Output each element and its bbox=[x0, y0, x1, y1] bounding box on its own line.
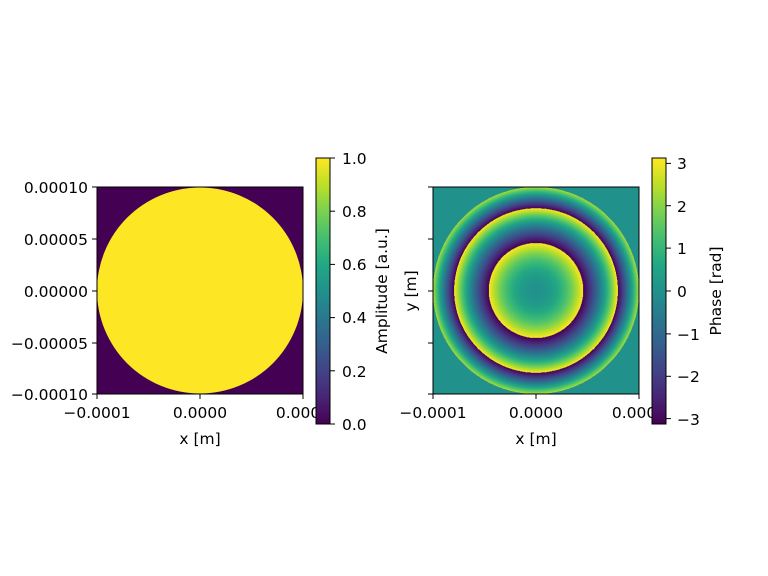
amp-cbar-tick-label: 0.2 bbox=[342, 363, 367, 381]
phase-field-image bbox=[433, 187, 639, 394]
phase-x-tick-labels: −0.0001 0.0000 0.0001 bbox=[399, 404, 666, 422]
phase-x-axis-label: x [m] bbox=[515, 430, 556, 448]
phase-xtick-label: −0.0001 bbox=[399, 404, 466, 422]
amplitude-y-ticks bbox=[92, 186, 97, 395]
amp-xtick-label: 0.0000 bbox=[173, 404, 227, 422]
amplitude-panel: 0.00010 0.00005 0.00000 −0.00005 −0.0001… bbox=[11, 150, 391, 448]
phase-heatmap bbox=[433, 187, 639, 394]
phase-y-axis-label: y [m] bbox=[402, 270, 420, 311]
phase-cbar-tick-label: −1 bbox=[677, 326, 700, 344]
amplitude-heatmap bbox=[97, 187, 303, 394]
phase-colorbar-gradient bbox=[651, 157, 667, 425]
amp-xtick-label: −0.0001 bbox=[63, 404, 130, 422]
amplitude-colorbar-label: Amplitude [a.u.] bbox=[373, 228, 391, 354]
amplitude-x-tick-labels: −0.0001 0.0000 0.0001 bbox=[63, 404, 330, 422]
amplitude-x-ticks bbox=[96, 394, 304, 399]
phase-colorbar: 3 2 1 0 −1 −2 −3 Phase [rad] bbox=[651, 155, 725, 429]
amplitude-y-tick-labels: 0.00010 0.00005 0.00000 −0.00005 −0.0001… bbox=[11, 179, 88, 404]
amplitude-colorbar: 1.0 0.8 0.6 0.4 0.2 0.0 Amplitude [a.u.] bbox=[315, 150, 391, 434]
amplitude-colorbar-gradient bbox=[315, 157, 331, 425]
amplitude-x-axis-label: x [m] bbox=[179, 430, 220, 448]
amplitude-aperture-disk bbox=[97, 187, 303, 394]
amp-cbar-tick-label: 1.0 bbox=[342, 150, 367, 168]
amp-cbar-tick-label: 0.4 bbox=[342, 309, 367, 327]
phase-cbar-tick-label: 0 bbox=[677, 283, 687, 301]
phase-x-ticks bbox=[432, 394, 640, 399]
phase-cbar-tick-label: −2 bbox=[677, 368, 700, 386]
amp-ytick-label: −0.00010 bbox=[11, 386, 88, 404]
phase-panel: y [m] −0.0001 0.0000 0.0001 x [m] 3 bbox=[399, 155, 725, 448]
phase-y-ticks bbox=[428, 186, 433, 395]
phase-cbar-tick-label: 2 bbox=[677, 198, 687, 216]
amp-ytick-label: −0.00005 bbox=[11, 335, 88, 353]
phase-cbar-tick-label: −3 bbox=[677, 411, 700, 429]
amp-cbar-tick-label: 0.0 bbox=[342, 416, 367, 434]
phase-colorbar-label: Phase [rad] bbox=[707, 246, 725, 335]
amp-ytick-label: 0.00000 bbox=[24, 283, 88, 301]
phase-cbar-tick-label: 1 bbox=[677, 240, 687, 258]
amp-ytick-label: 0.00005 bbox=[24, 231, 88, 249]
amp-cbar-tick-label: 0.6 bbox=[342, 256, 367, 274]
amp-ytick-label: 0.00010 bbox=[24, 179, 88, 197]
amp-cbar-tick-label: 0.8 bbox=[342, 203, 367, 221]
phase-cbar-tick-label: 3 bbox=[677, 155, 687, 173]
phase-xtick-label: 0.0000 bbox=[509, 404, 563, 422]
